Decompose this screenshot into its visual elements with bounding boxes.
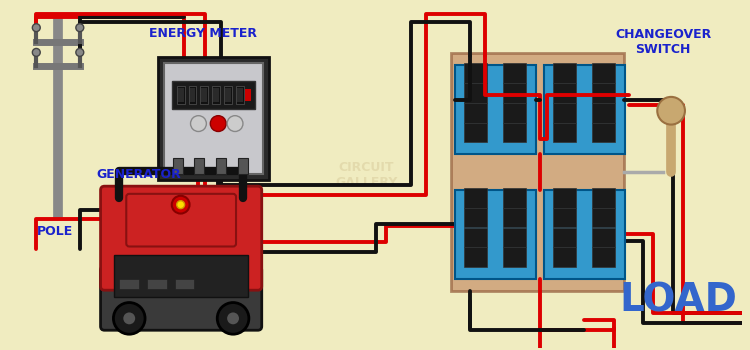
Bar xyxy=(554,188,576,208)
Bar xyxy=(554,123,576,142)
Circle shape xyxy=(657,97,685,125)
Circle shape xyxy=(76,24,84,32)
Bar xyxy=(224,86,232,104)
Circle shape xyxy=(123,313,135,324)
Circle shape xyxy=(32,48,40,56)
FancyBboxPatch shape xyxy=(100,266,262,330)
Bar xyxy=(554,103,576,122)
Bar xyxy=(464,247,487,267)
Bar xyxy=(238,158,248,174)
Bar xyxy=(592,228,615,247)
Bar xyxy=(172,81,255,109)
Bar xyxy=(188,86,196,104)
Bar xyxy=(202,88,207,102)
Bar xyxy=(158,57,268,180)
Bar xyxy=(464,123,487,142)
Text: CHANGEOVER
SWITCH: CHANGEOVER SWITCH xyxy=(615,28,711,56)
Bar xyxy=(213,88,219,102)
Bar xyxy=(464,188,487,208)
Bar xyxy=(147,279,166,289)
Bar xyxy=(544,190,625,279)
Bar xyxy=(200,86,208,104)
FancyBboxPatch shape xyxy=(100,186,262,290)
Bar xyxy=(592,83,615,103)
Circle shape xyxy=(32,24,40,32)
Bar xyxy=(592,208,615,228)
Bar xyxy=(236,86,244,104)
Bar xyxy=(554,83,576,103)
Text: POLE: POLE xyxy=(37,225,74,238)
Bar xyxy=(178,88,184,102)
Bar xyxy=(554,208,576,228)
Bar xyxy=(554,228,576,247)
Bar xyxy=(216,158,226,174)
Circle shape xyxy=(227,116,243,132)
Bar xyxy=(237,88,243,102)
Circle shape xyxy=(190,116,206,132)
Bar xyxy=(503,63,526,83)
Circle shape xyxy=(217,302,249,334)
Bar xyxy=(503,188,526,208)
Bar xyxy=(503,247,526,267)
Bar xyxy=(503,123,526,142)
Bar xyxy=(451,54,624,291)
Text: GENERATOR: GENERATOR xyxy=(97,168,182,182)
Bar xyxy=(454,65,536,154)
Bar xyxy=(464,228,487,247)
Bar xyxy=(554,63,576,83)
Bar xyxy=(119,279,140,289)
FancyBboxPatch shape xyxy=(126,194,236,246)
Bar xyxy=(225,88,231,102)
Bar xyxy=(503,228,526,247)
Bar xyxy=(503,83,526,103)
Bar xyxy=(212,86,220,104)
Bar xyxy=(592,188,615,208)
Bar xyxy=(464,83,487,103)
Circle shape xyxy=(227,313,239,324)
Circle shape xyxy=(113,302,145,334)
Text: ENERGY METER: ENERGY METER xyxy=(149,27,257,40)
Bar xyxy=(503,103,526,122)
Circle shape xyxy=(177,201,184,209)
Bar xyxy=(464,63,487,83)
Bar xyxy=(190,88,196,102)
Bar xyxy=(164,63,262,174)
Bar xyxy=(115,255,248,296)
Bar xyxy=(544,65,625,154)
Bar xyxy=(592,123,615,142)
Bar xyxy=(172,158,183,174)
Bar xyxy=(454,190,536,279)
Bar xyxy=(464,103,487,122)
Bar xyxy=(464,208,487,228)
Bar xyxy=(503,208,526,228)
Circle shape xyxy=(210,116,226,132)
Circle shape xyxy=(76,48,84,56)
Circle shape xyxy=(172,196,190,213)
Bar xyxy=(592,103,615,122)
Bar xyxy=(554,247,576,267)
Text: LOAD: LOAD xyxy=(619,282,737,320)
Bar xyxy=(194,158,205,174)
Bar xyxy=(245,89,250,101)
Bar xyxy=(592,63,615,83)
Bar xyxy=(177,86,184,104)
Bar xyxy=(175,279,194,289)
Bar xyxy=(592,247,615,267)
Text: CIRCUIT
GALLERY: CIRCUIT GALLERY xyxy=(335,161,398,189)
